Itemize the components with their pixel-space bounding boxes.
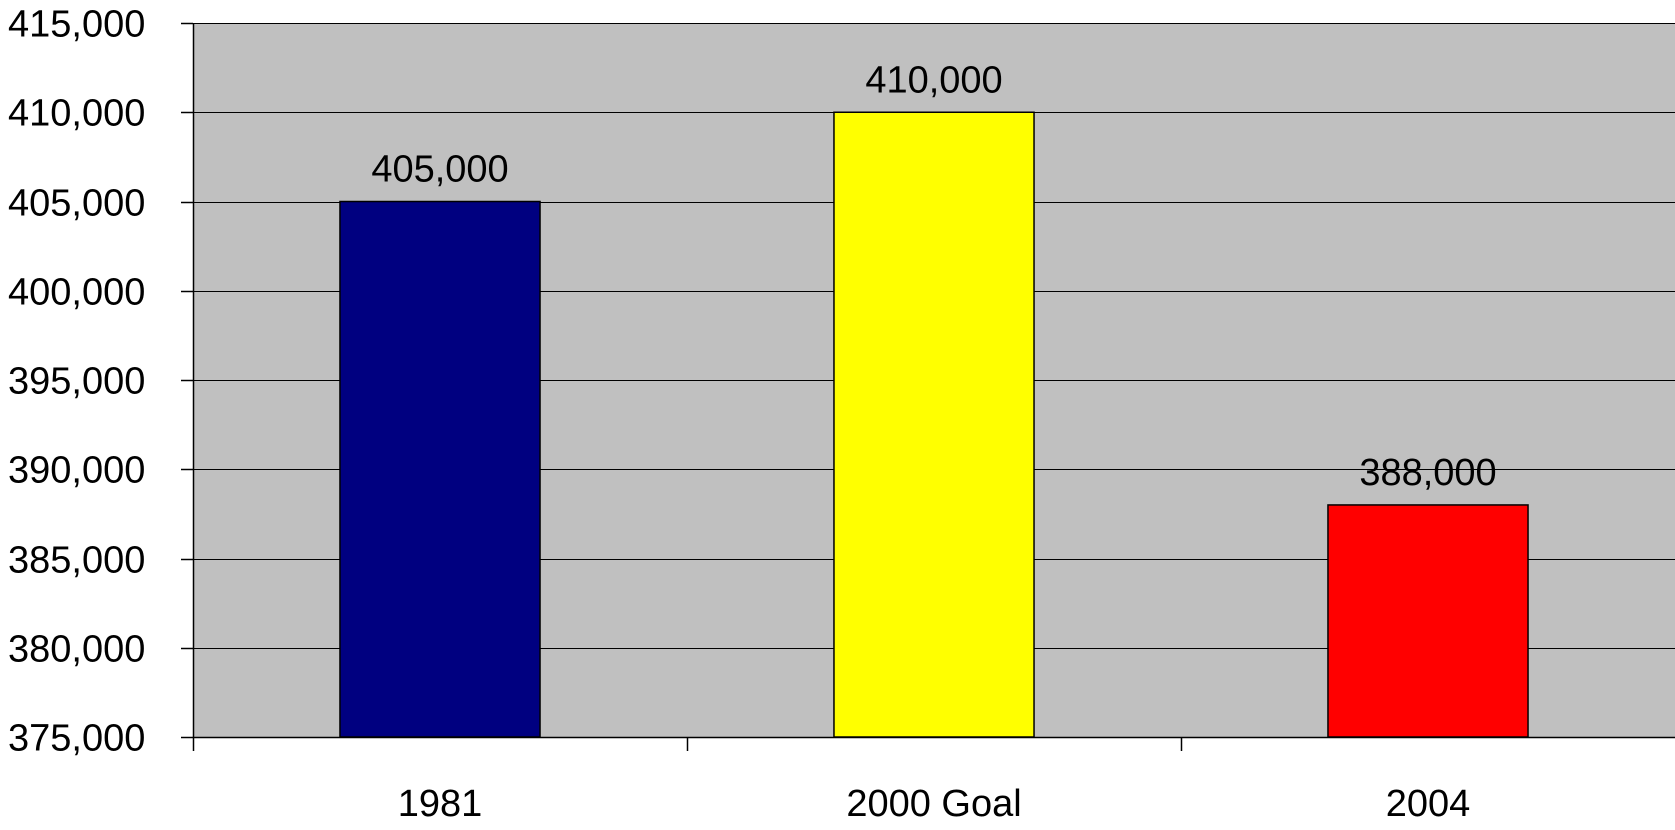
axes [181,22,1675,751]
bars [339,111,1529,738]
x-tick-label: 1981 [398,783,483,825]
y-tick-label: 410,000 [8,93,145,135]
y-axis-tick-labels: 375,000 380,000 385,000 390,000 395,000 400,0… [8,4,145,760]
y-tick-label: 415,000 [8,4,145,46]
data-label: 410,000 [865,59,1002,101]
x-axis-tick-labels: 1981 2000 Goal 2004 [398,783,1471,825]
y-tick-label: 395,000 [8,361,145,403]
data-labels: 405,000 410,000 388,000 [371,59,1496,494]
bar-2000-goal [833,111,1035,738]
data-label: 405,000 [371,149,508,191]
data-label: 388,000 [1359,452,1496,494]
y-tick-label: 400,000 [8,272,145,314]
x-tick-label: 2004 [1386,783,1471,825]
bar-2004 [1327,504,1529,738]
x-tick-label: 2000 Goal [846,783,1021,825]
y-tick-label: 380,000 [8,629,145,671]
bar-1981 [339,200,541,738]
y-tick-label: 385,000 [8,540,145,582]
y-tick-label: 390,000 [8,450,145,492]
y-tick-label: 375,000 [8,718,145,760]
y-tick-label: 405,000 [8,183,145,225]
